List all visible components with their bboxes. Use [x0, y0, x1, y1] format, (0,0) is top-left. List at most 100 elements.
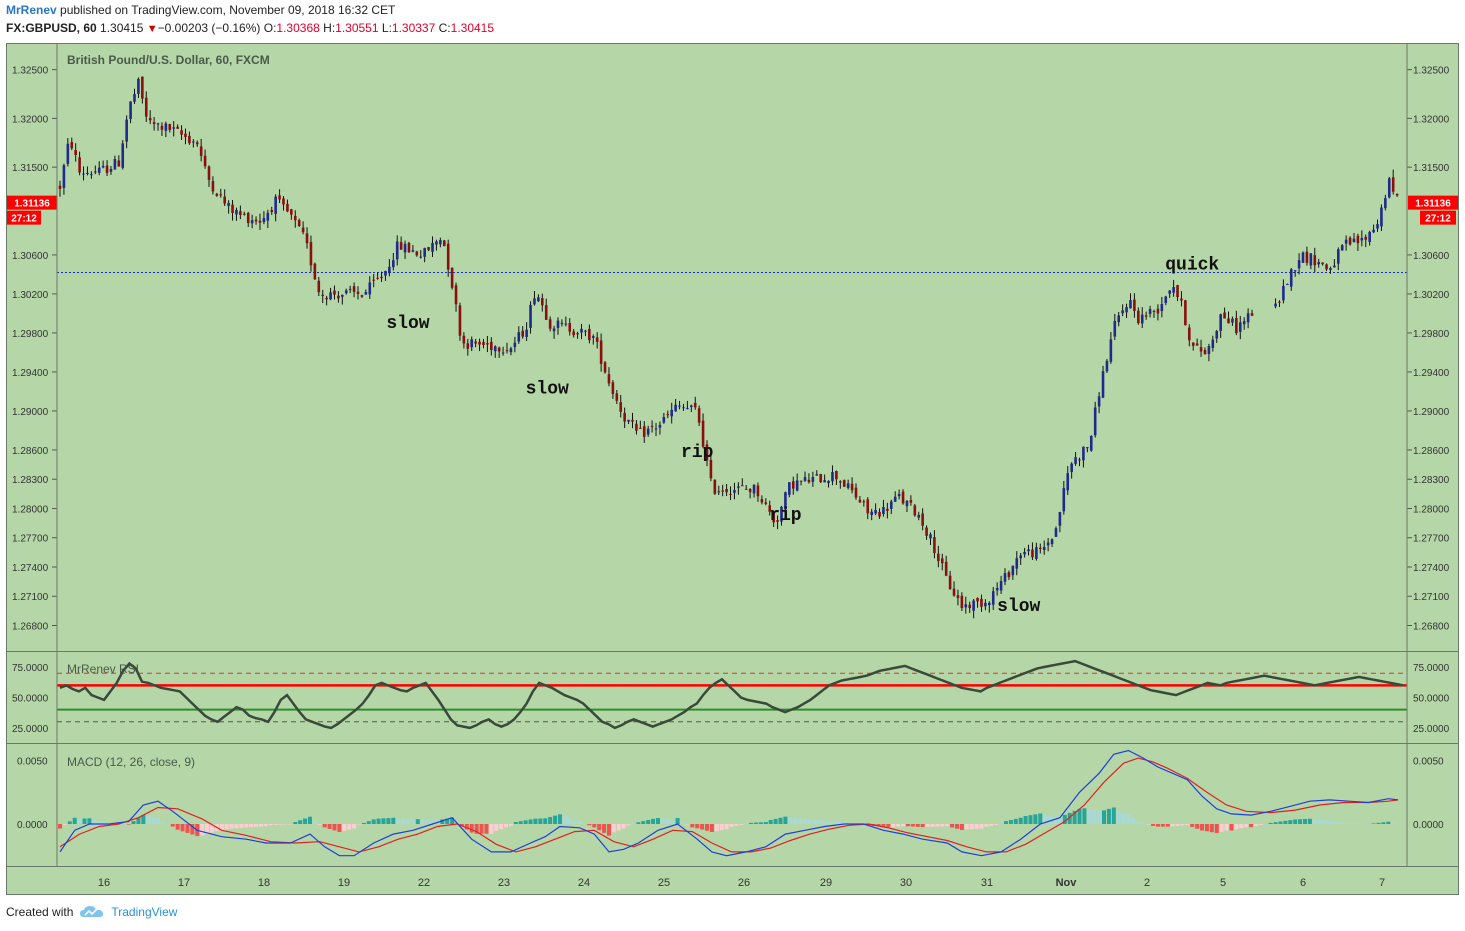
- candle-body: [239, 211, 242, 215]
- macd-histogram-bar: [205, 824, 210, 834]
- macd-histogram-bar: [714, 824, 719, 832]
- candle-body: [572, 331, 575, 336]
- macd-histogram-bar: [1136, 821, 1141, 824]
- candle-body: [976, 597, 979, 602]
- macd-axis-right-tick: 0.0050: [1413, 757, 1444, 768]
- candle-body: [231, 204, 234, 213]
- candle-body: [172, 127, 176, 129]
- macd-histogram-bar: [298, 820, 303, 824]
- candle-body: [799, 480, 803, 482]
- tradingview-link[interactable]: TradingView: [111, 905, 178, 919]
- candle-body: [121, 143, 125, 168]
- rsi-panel-bg[interactable]: [7, 652, 1458, 743]
- candle-body: [227, 202, 230, 206]
- left-price-axis[interactable]: [7, 44, 57, 651]
- macd-histogram-bar: [464, 824, 469, 830]
- candle-body: [1372, 229, 1375, 233]
- author-name[interactable]: MrRenev: [6, 3, 57, 17]
- macd-histogram-bar: [886, 824, 891, 828]
- candle-body: [1054, 528, 1058, 537]
- macd-histogram-bar: [1190, 824, 1195, 827]
- macd-histogram-bar: [602, 824, 607, 833]
- macd-histogram-bar: [719, 824, 724, 831]
- candle-body: [862, 501, 866, 503]
- candle-body: [925, 527, 928, 536]
- chart-annotation: slow: [997, 597, 1040, 617]
- candle-body: [752, 484, 756, 494]
- macd-histogram-bar: [361, 822, 366, 824]
- macd-histogram-bar: [611, 824, 616, 833]
- candle-body: [956, 595, 960, 599]
- candle-body: [113, 159, 117, 170]
- price-panel-bg[interactable]: [57, 44, 1407, 651]
- candle-body: [878, 511, 881, 517]
- macd-histogram-bar: [1302, 818, 1307, 824]
- candle-body: [670, 409, 674, 417]
- time-axis-label: 30: [900, 877, 912, 889]
- candle-body: [148, 117, 152, 121]
- candle-body: [364, 292, 368, 295]
- right-price-axis[interactable]: [1407, 44, 1458, 651]
- macd-histogram-bar: [518, 821, 523, 824]
- candle-body: [368, 282, 372, 295]
- candle-body: [901, 491, 905, 504]
- macd-histogram-bar: [1219, 824, 1224, 832]
- candle-body: [266, 212, 270, 221]
- candle-body: [560, 322, 564, 324]
- macd-histogram-bar: [1322, 820, 1327, 824]
- candle-body: [1317, 262, 1320, 265]
- macd-histogram-bar: [1224, 824, 1229, 831]
- macd-histogram-bar: [92, 820, 97, 824]
- time-axis[interactable]: [7, 867, 1458, 894]
- candle-body: [737, 486, 740, 488]
- candle-body: [450, 267, 454, 288]
- candle-body: [1180, 298, 1183, 301]
- macd-histogram-bar: [62, 824, 67, 825]
- macd-histogram-bar: [1361, 823, 1366, 825]
- macd-histogram-bar: [989, 824, 994, 826]
- candle-body: [270, 210, 274, 212]
- candle-body: [1297, 260, 1301, 269]
- macd-histogram-bar: [151, 817, 156, 824]
- macd-panel-bg[interactable]: [7, 744, 1458, 866]
- last-price: 1.30415: [100, 21, 144, 35]
- macd-histogram-bar: [945, 824, 950, 827]
- candle-body: [984, 602, 987, 607]
- price-axis-right-tick: 1.32500: [1413, 66, 1450, 77]
- macd-histogram-bar: [778, 817, 783, 824]
- candle-body: [929, 534, 932, 539]
- macd-histogram-bar: [724, 824, 729, 830]
- price-axis-right-tick: 1.30200: [1413, 290, 1450, 301]
- macd-histogram-bar: [925, 824, 930, 827]
- rsi-axis-left-tick: 75.0000: [12, 663, 49, 674]
- macd-histogram-bar: [646, 820, 651, 824]
- macd-histogram-bar: [1175, 824, 1180, 826]
- macd-histogram-bar: [793, 818, 798, 824]
- macd-histogram-bar: [141, 814, 146, 824]
- candle-body: [1235, 318, 1238, 334]
- candle-body: [1376, 224, 1379, 229]
- candle-body: [1348, 237, 1352, 245]
- candle-body: [1125, 307, 1128, 313]
- candle-body: [1156, 308, 1160, 314]
- macd-histogram-bar: [866, 824, 871, 826]
- candle-body: [427, 247, 430, 251]
- candle-body: [768, 505, 772, 512]
- candle-body: [744, 488, 748, 490]
- macd-histogram-bar: [508, 824, 513, 826]
- macd-histogram-bar: [1391, 822, 1396, 824]
- macd-histogram-bar: [1180, 824, 1185, 826]
- candle-body: [313, 263, 317, 280]
- candle-body: [1380, 207, 1383, 227]
- candle-body: [846, 483, 850, 488]
- candle-body: [141, 76, 144, 99]
- macd-histogram-bar: [959, 824, 964, 830]
- macd-histogram-bar: [307, 816, 312, 824]
- chart-annotation: quick: [1165, 256, 1219, 276]
- macd-histogram-bar: [1097, 810, 1102, 824]
- macd-histogram-bar: [744, 824, 749, 825]
- candle-body: [1364, 236, 1368, 240]
- macd-histogram-bar: [1347, 822, 1352, 824]
- left-countdown-text: 27:12: [11, 214, 37, 225]
